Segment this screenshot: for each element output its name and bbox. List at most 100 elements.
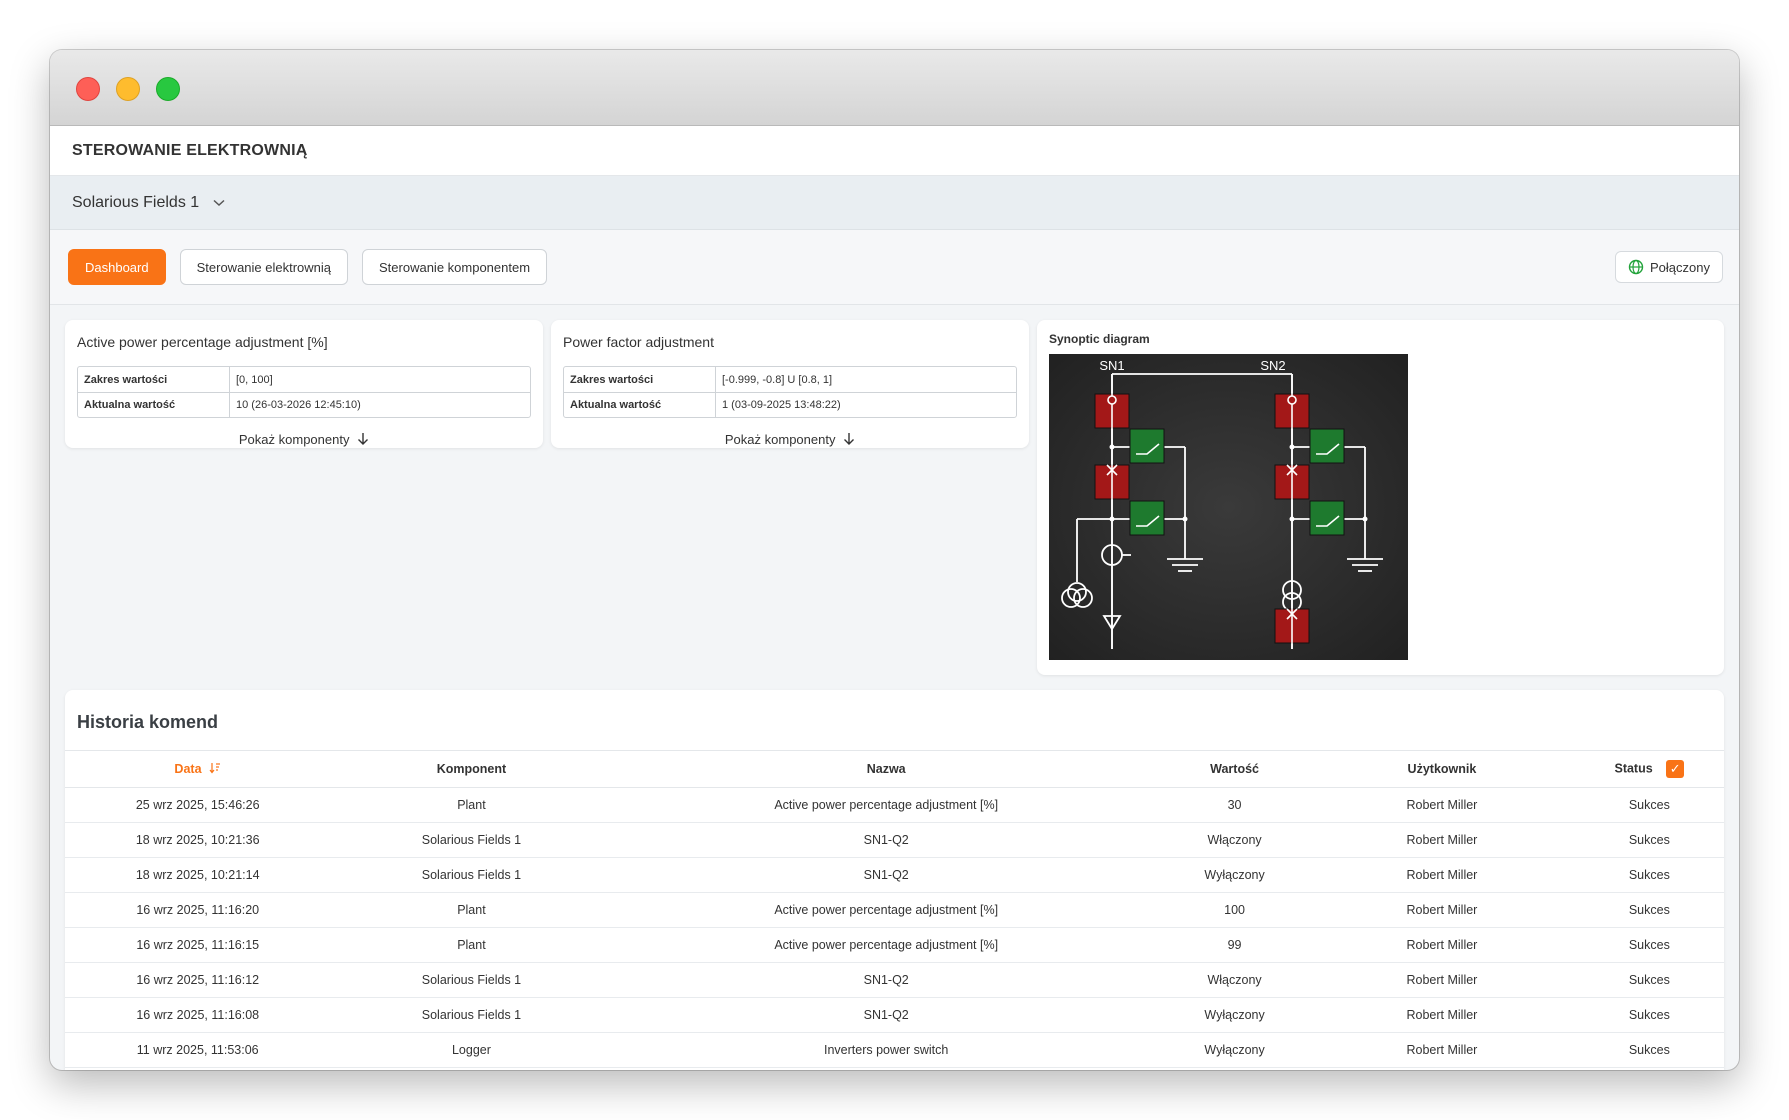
history-title: Historia komend: [77, 712, 219, 732]
column-header-value[interactable]: Wartość: [1159, 750, 1310, 788]
current-value: 10 (26-03-2026 12:45:10): [236, 399, 361, 411]
column-header-date[interactable]: Data: [65, 750, 331, 788]
table-row[interactable]: 11 wrz 2025, 11:53:06 Logger Inverters pow…: [65, 1032, 1724, 1068]
table-cell: Sukces: [1574, 927, 1724, 963]
table-cell: Włączony: [1159, 822, 1310, 858]
table-cell: Wyłączony: [1159, 1032, 1310, 1068]
range-value: [-0.999, -0.8] U [0.8, 1]: [722, 373, 833, 386]
table-cell: 100: [1159, 892, 1310, 928]
table-cell: Active power percentage adjustment [%]: [612, 787, 1160, 823]
show-components-label: Pokaż komponenty: [724, 432, 836, 447]
synoptic-diagram: SN1 SN2: [1049, 354, 1408, 660]
column-header-name[interactable]: Nazwa: [612, 750, 1160, 788]
table-cell: Solarious Fields 1: [330, 962, 613, 998]
table-cell: 16 wrz 2025, 11:16:12: [65, 962, 331, 998]
show-components-link[interactable]: Pokaż komponenty: [551, 432, 1029, 447]
table-cell: Wyłączony: [1159, 997, 1310, 1033]
table-cell: Active power percentage adjustment [%]: [612, 927, 1160, 963]
current-value: 1 (03-09-2025 13:48:22): [722, 399, 841, 411]
maximize-window-button[interactable]: [156, 77, 180, 101]
arrow-down-icon: [358, 433, 369, 445]
table-cell: Robert Miller: [1309, 997, 1575, 1033]
close-window-button[interactable]: [76, 77, 100, 101]
plant-selector-value: Solarious Fields 1: [72, 193, 200, 211]
table-cell: Robert Miller: [1309, 1032, 1575, 1068]
dashboard-content: Active power percentage adjustment [%] Z…: [50, 305, 1739, 1070]
status-filter-checkbox[interactable]: ✓: [1666, 760, 1685, 778]
table-cell: 11 wrz 2025, 11:53:06: [65, 1032, 331, 1068]
table-cell: Sukces: [1574, 962, 1724, 998]
minimize-window-button[interactable]: [116, 77, 140, 101]
table-cell: Sukces: [1574, 892, 1724, 928]
plant-bar: Solarious Fields 1: [50, 176, 1739, 230]
table-cell: Solarious Fields 1: [330, 857, 613, 893]
table-cell: Robert Miller: [1309, 857, 1575, 893]
range-value: [0, 100]: [236, 373, 273, 386]
active-power-card: Active power percentage adjustment [%] Z…: [65, 320, 543, 448]
table-cell: Włączony: [1159, 962, 1310, 998]
table-row[interactable]: 16 wrz 2025, 11:16:20 Plant Active power p…: [65, 892, 1724, 928]
table-cell: 16 wrz 2025, 11:16:08: [65, 997, 331, 1033]
show-components-label: Pokaż komponenty: [238, 432, 350, 447]
table-cell: 18 wrz 2025, 10:21:14: [65, 857, 331, 893]
table-cell: 16 wrz 2025, 11:16:15: [65, 927, 331, 963]
table-cell: 25 wrz 2025, 15:46:26: [65, 787, 331, 823]
table-cell: SN1-Q2: [612, 857, 1160, 893]
column-header-status[interactable]: Status ✓: [1574, 750, 1724, 788]
app-window: STEROWANIE ELEKTROWNIĄ Solarious Fields …: [50, 50, 1739, 1070]
table-cell: 16 wrz 2025, 11:16:20: [65, 892, 331, 928]
connection-status-label: Połączony: [1650, 259, 1710, 275]
column-header-component[interactable]: Komponent: [330, 750, 613, 788]
range-label: Zakres wartości: [78, 367, 230, 392]
table-cell: SN1-Q2: [612, 997, 1160, 1033]
arrow-down-icon: [844, 433, 855, 445]
table-cell: Robert Miller: [1309, 927, 1575, 963]
switch-sn2-e1[interactable]: [1309, 428, 1345, 464]
synoptic-card: Synoptic diagram: [1037, 320, 1724, 675]
tab-component-control[interactable]: Sterowanie komponentem: [362, 249, 548, 285]
table-cell: Solarious Fields 1: [330, 822, 613, 858]
table-row[interactable]: 16 wrz 2025, 11:16:15 Plant Active power p…: [65, 927, 1724, 963]
table-cell: Plant: [330, 927, 613, 963]
table-cell: Wyłączony: [1159, 857, 1310, 893]
active-power-title: Active power percentage adjustment [%]: [77, 334, 328, 350]
table-cell: Robert Miller: [1309, 822, 1575, 858]
power-factor-table: Zakres wartości [-0.999, -0.8] U [0.8, 1…: [563, 366, 1017, 418]
column-header-user[interactable]: Użytkownik: [1309, 750, 1575, 788]
table-cell: Sukces: [1574, 857, 1724, 893]
tab-plant-control[interactable]: Sterowanie elektrownią: [179, 249, 349, 285]
switch-sn1-e2[interactable]: [1129, 500, 1165, 536]
tab-dashboard[interactable]: Dashboard: [68, 249, 166, 285]
table-cell: 99: [1159, 927, 1310, 963]
power-factor-title: Power factor adjustment: [563, 334, 714, 350]
range-label: Zakres wartości: [564, 367, 716, 392]
table-cell: Logger: [330, 1032, 613, 1068]
table-cell: SN1-Q2: [612, 962, 1160, 998]
chevron-down-icon: [213, 199, 225, 206]
table-row[interactable]: 25 wrz 2025, 15:46:26 Plant Active power p…: [65, 787, 1724, 823]
current-label: Aktualna wartość: [564, 393, 716, 417]
current-label: Aktualna wartość: [78, 393, 230, 417]
table-cell: Robert Miller: [1309, 892, 1575, 928]
table-cell: Robert Miller: [1309, 787, 1575, 823]
table-cell: 30: [1159, 787, 1310, 823]
nav-bar: Dashboard Sterowanie elektrownią Sterowa…: [50, 230, 1739, 305]
table-cell: Robert Miller: [1309, 962, 1575, 998]
switch-sn1-e1[interactable]: [1129, 428, 1165, 464]
label-sn2: SN2: [1260, 358, 1285, 373]
switch-sn2-e2[interactable]: [1309, 500, 1345, 536]
globe-icon: [1628, 259, 1644, 275]
table-cell: SN1-Q2: [612, 822, 1160, 858]
show-components-link[interactable]: Pokaż komponenty: [65, 432, 543, 447]
single-line-diagram: SN1 SN2: [1061, 358, 1383, 649]
plant-selector[interactable]: Solarious Fields 1: [72, 194, 225, 212]
table-cell: Plant: [330, 892, 613, 928]
app-header: STEROWANIE ELEKTROWNIĄ: [50, 126, 1739, 176]
power-factor-card: Power factor adjustment Zakres wartości …: [551, 320, 1029, 448]
table-cell: Sukces: [1574, 787, 1724, 823]
active-power-table: Zakres wartości [0, 100] Aktualna wartoś…: [77, 366, 531, 418]
